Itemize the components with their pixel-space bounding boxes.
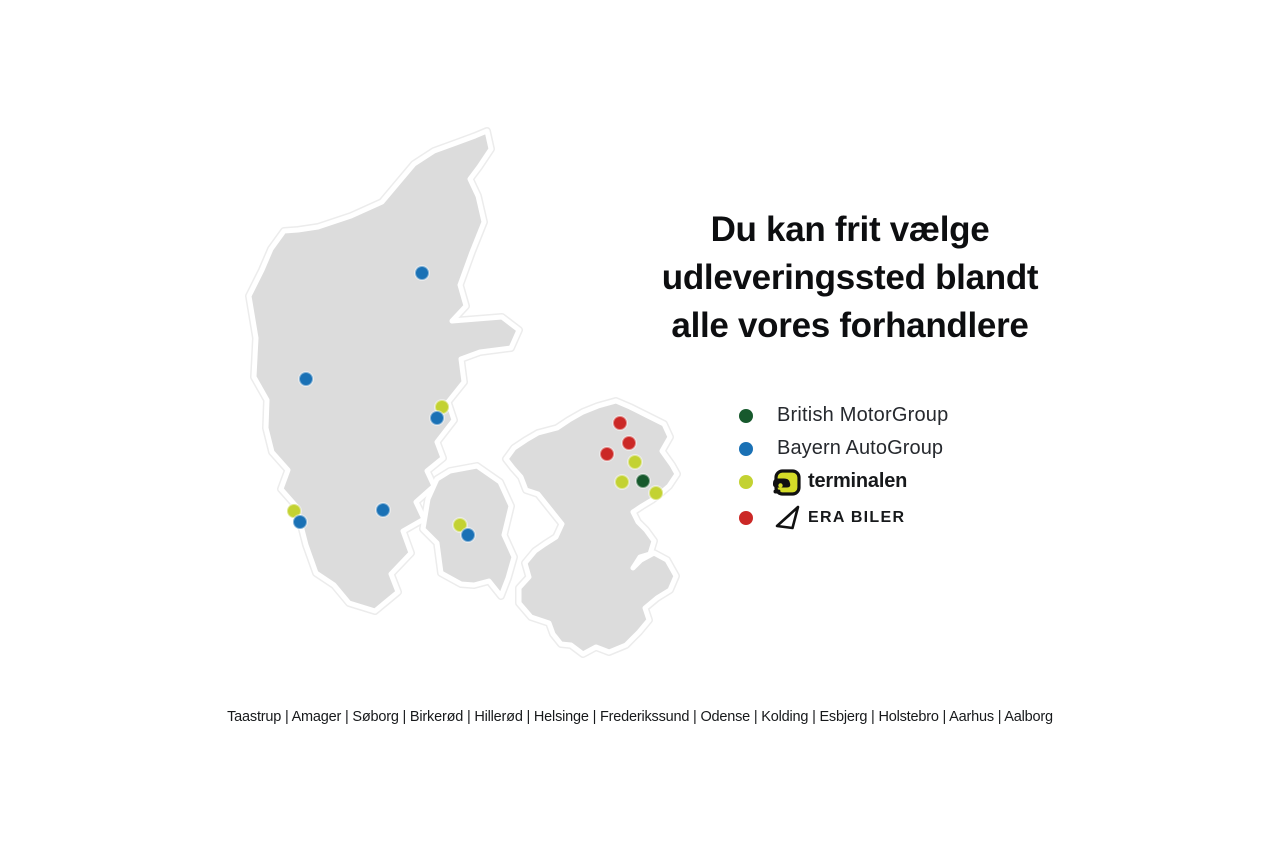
headline-line-2: udleveringssted blandt (661, 258, 1039, 297)
dealer-dot-terminalen (286, 503, 302, 519)
headline-line-3: alle vores forhandlere (671, 306, 1029, 345)
legend-label-terminalen: terminalen (808, 470, 908, 492)
legend-label-bayern-autogroup: Bayern AutoGroup (777, 437, 944, 459)
dealer-dot-era (621, 435, 637, 451)
dealer-dot-british (635, 473, 651, 489)
bayern-autogroup-dot-icon (739, 441, 753, 456)
dealer-dot-bayern (292, 514, 308, 530)
dealer-dot-terminalen (452, 517, 468, 533)
dealer-dot-bayern (460, 527, 476, 543)
terminalen-logo-icon (773, 468, 801, 496)
legend-label-british-motorgroup: British MotorGroup (777, 404, 949, 426)
dealer-location-dots (286, 265, 664, 543)
british-motorgroup-dot-icon (739, 408, 753, 423)
legend-item-era-biler: ERA BILER (739, 501, 948, 534)
dealer-dot-era (599, 446, 615, 462)
legend-item-terminalen: terminalen (739, 465, 948, 498)
dealer-dot-bayern (298, 371, 314, 387)
legend: British MotorGroup Bayern AutoGroup term… (739, 399, 948, 534)
legend-item-bayern-autogroup: Bayern AutoGroup (739, 432, 948, 465)
city-list: Taastrup | Amager | Søborg | Birkerød | … (227, 709, 1053, 725)
legend-item-british-motorgroup: British MotorGroup (739, 399, 948, 432)
dealer-dot-bayern (414, 265, 430, 281)
headline-line-1: Du kan frit vælge (710, 210, 990, 249)
era-biler-dot-icon (739, 510, 753, 525)
dealer-dot-terminalen (614, 474, 630, 490)
dealer-dot-bayern (375, 502, 391, 518)
dealer-dot-era (612, 415, 628, 431)
headline: Du kan frit vælge udleveringssted blandt… (560, 206, 1140, 350)
terminalen-dot-icon (739, 474, 753, 489)
dealer-dot-bayern (429, 410, 445, 426)
legend-label-era-biler: ERA BILER (808, 508, 906, 526)
dealer-dot-terminalen (627, 454, 643, 470)
dealer-dot-terminalen (648, 485, 664, 501)
era-biler-logo-icon (775, 505, 800, 529)
